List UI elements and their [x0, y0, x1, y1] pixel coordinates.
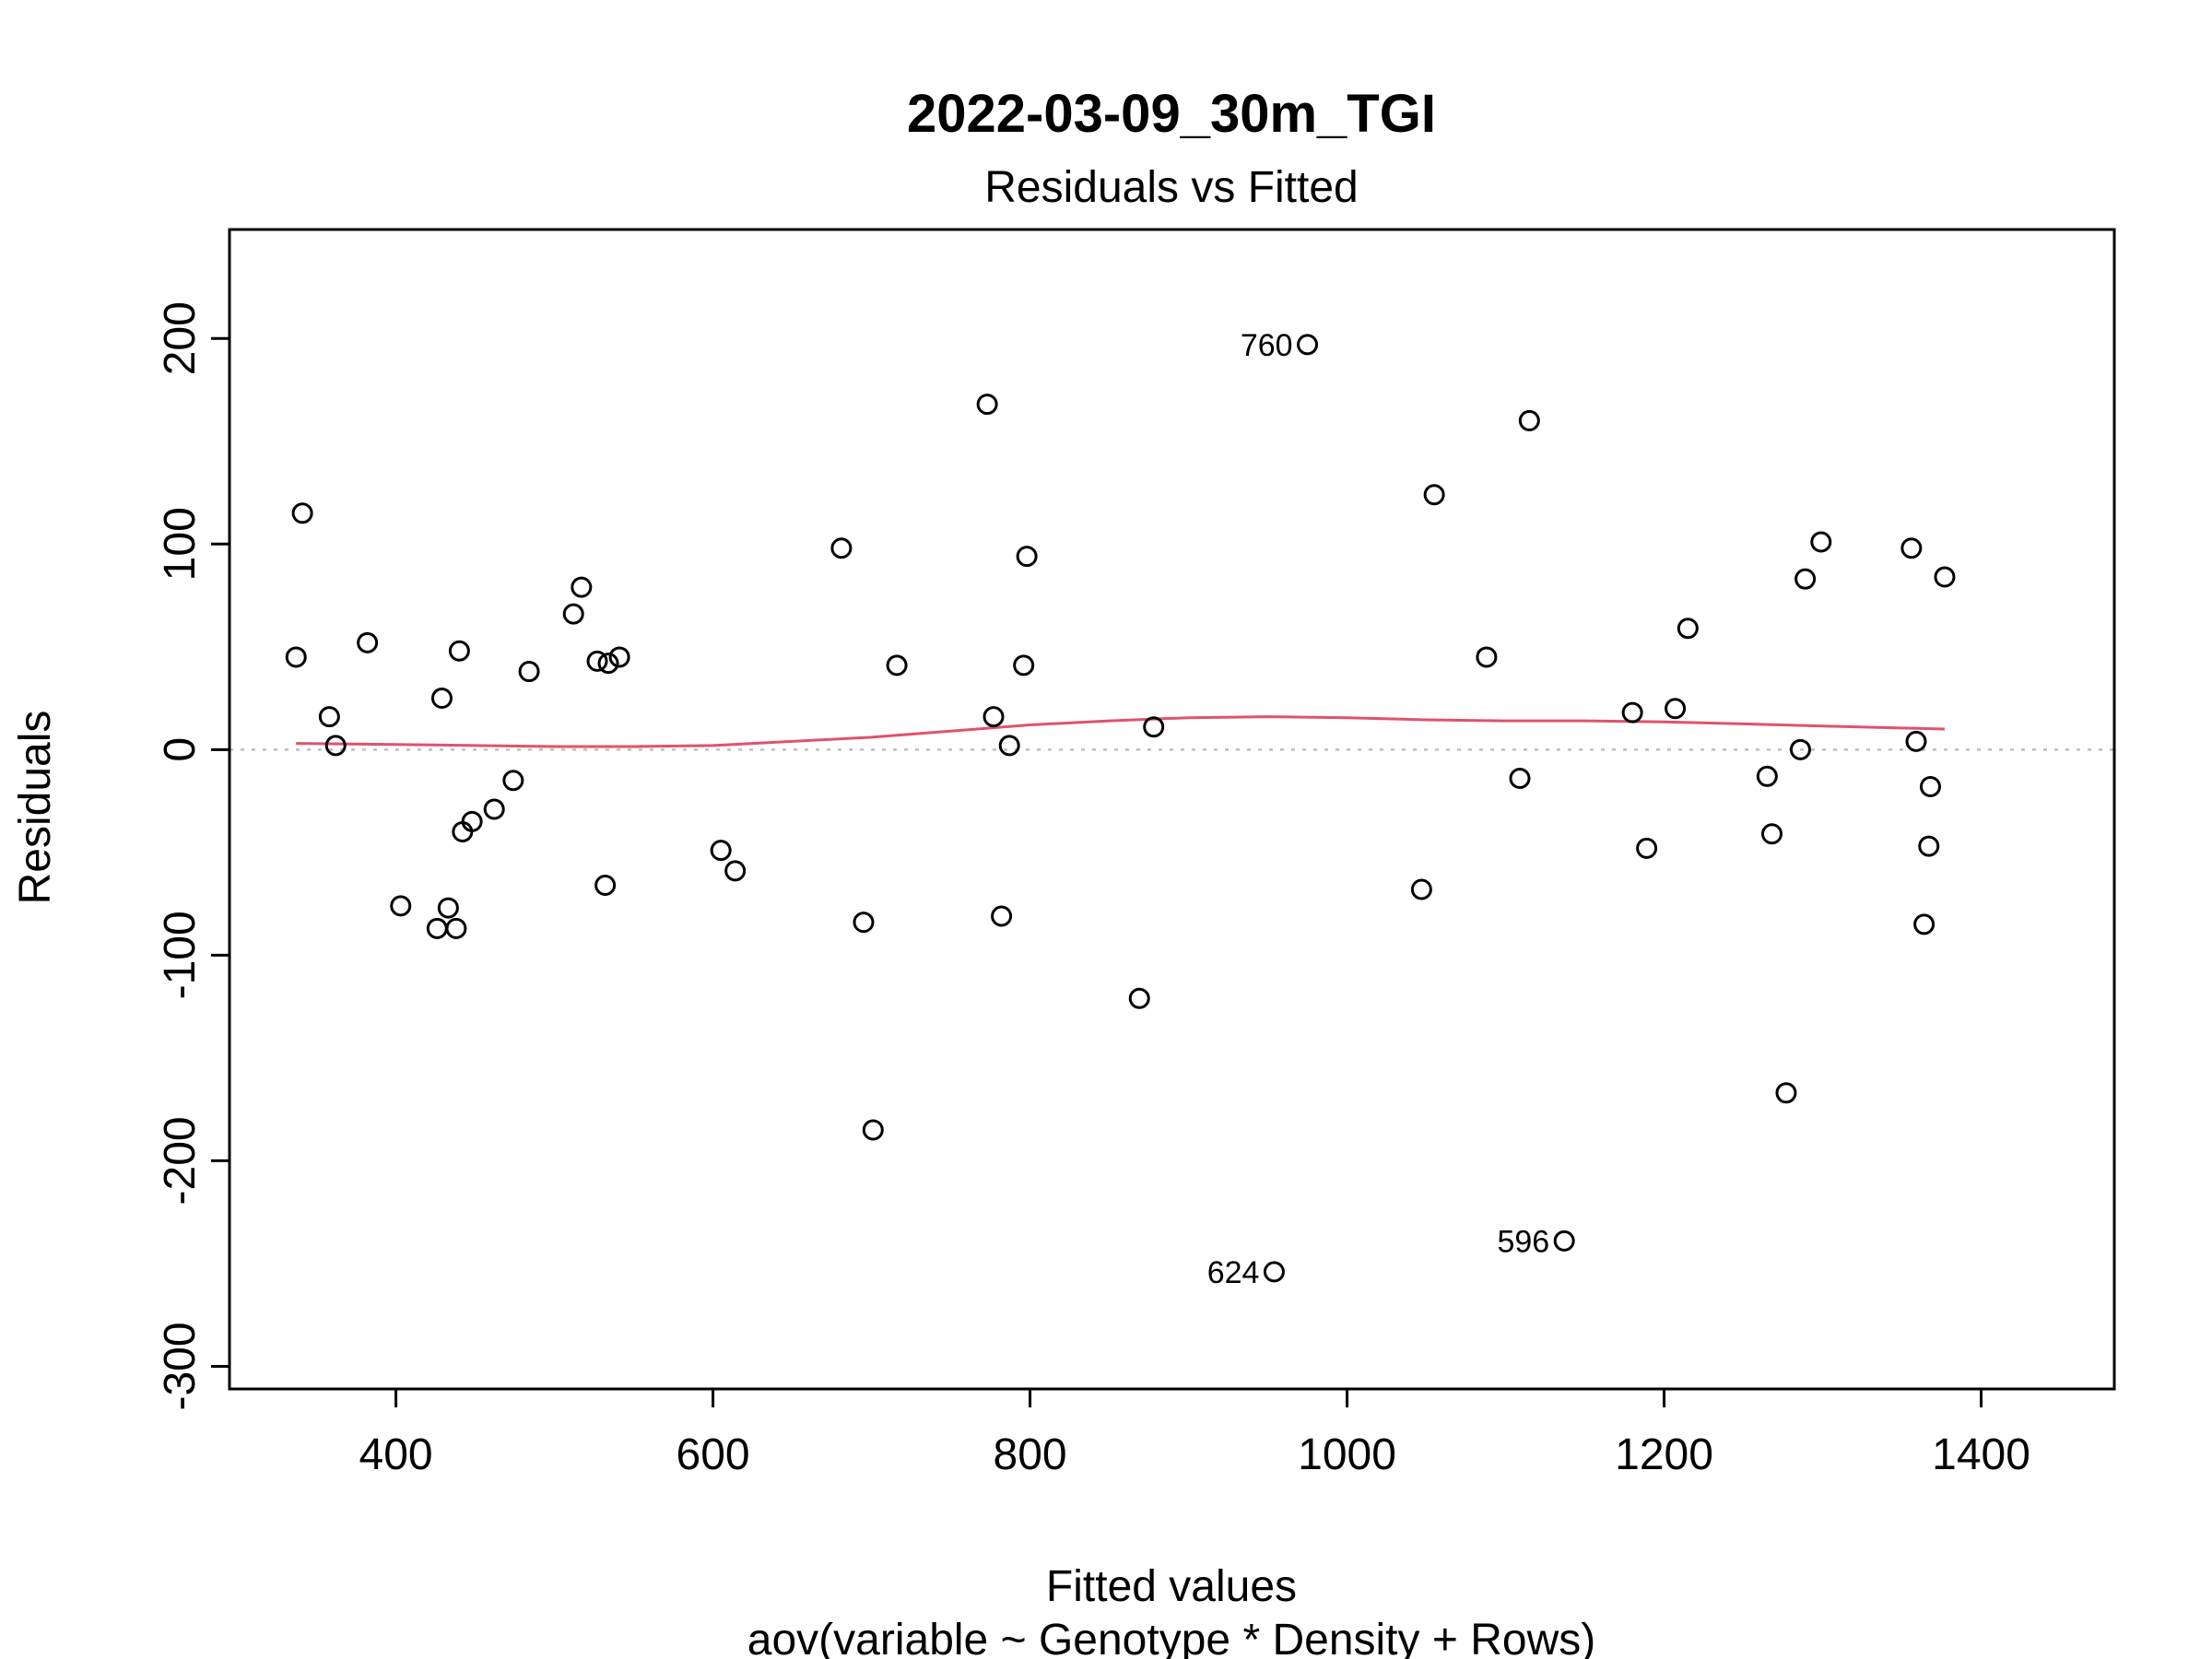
data-point [1913, 913, 1936, 935]
data-point [437, 897, 459, 919]
data-point [357, 631, 379, 653]
y-tick-label: -300 [156, 1322, 205, 1410]
x-tick-label: 400 [359, 1430, 433, 1479]
data-point [1016, 546, 1038, 568]
x-axis-label: Fitted values [1046, 1562, 1297, 1611]
axes-layer: 400 600 800 1000 1200 1400 -300 -200 -100 0 100 200 [156, 301, 2030, 1479]
data-point [608, 646, 630, 668]
data-point [1760, 823, 1783, 845]
data-point [1509, 768, 1531, 790]
data-point [991, 905, 1013, 927]
data-point [1143, 716, 1165, 738]
chart-subtitle: Residuals vs Fitted [984, 163, 1359, 212]
y-axis-label: Residuals [11, 711, 60, 905]
points-layer [285, 334, 1956, 1283]
data-point [1476, 646, 1498, 668]
point-labels-layer: 760 624 596 [1207, 328, 1549, 1290]
y-tick-label: -200 [156, 1116, 205, 1205]
data-point [1621, 701, 1643, 724]
data-point [586, 650, 608, 672]
data-point [1128, 987, 1150, 1009]
y-tick-label: -100 [156, 911, 205, 999]
data-point [1518, 409, 1540, 431]
point-label: 624 [1207, 1255, 1260, 1290]
data-point [390, 895, 412, 917]
data-point [461, 810, 483, 832]
data-point [1297, 334, 1319, 356]
data-point [430, 688, 453, 710]
data-point [1918, 835, 1940, 857]
data-point [1677, 618, 1699, 640]
x-tick-label: 800 [994, 1430, 1067, 1479]
data-point [1789, 738, 1811, 760]
data-point [318, 706, 340, 728]
x-tick-label: 600 [677, 1430, 750, 1479]
y-tick-label: 100 [156, 507, 205, 581]
x-axis-sublabel: aov(variable ~ Genotype * Density + Rows… [747, 1616, 1595, 1659]
data-point [724, 860, 747, 882]
data-point [1665, 698, 1687, 720]
data-point [1423, 484, 1445, 506]
point-label: 760 [1241, 328, 1293, 363]
data-point [483, 798, 505, 820]
data-point [285, 646, 307, 668]
data-point [518, 661, 540, 683]
x-tick-label: 1400 [1932, 1430, 2030, 1479]
data-point [1553, 1230, 1575, 1252]
data-point [982, 706, 1005, 728]
point-label: 596 [1497, 1224, 1549, 1259]
data-point [445, 917, 467, 939]
x-tick-label: 1200 [1615, 1430, 1713, 1479]
data-point [886, 654, 908, 677]
data-point [1636, 837, 1658, 859]
chart-title: 2022-03-09_30m_TGI [907, 84, 1436, 144]
data-point [998, 735, 1020, 757]
smooth-line-layer [296, 715, 1946, 748]
data-point [571, 576, 593, 598]
data-point [594, 875, 617, 897]
y-tick-label: 0 [156, 737, 205, 762]
data-point [426, 917, 448, 939]
data-point [862, 1119, 884, 1141]
data-point [710, 840, 732, 862]
data-point [1775, 1082, 1797, 1104]
data-point [853, 912, 875, 934]
data-point [562, 603, 584, 625]
data-point [1756, 765, 1778, 787]
data-point [1934, 566, 1956, 588]
data-point [448, 640, 470, 662]
data-point [1013, 654, 1035, 677]
data-point [976, 394, 998, 416]
data-point [1810, 531, 1832, 553]
data-point [324, 735, 347, 757]
data-point [830, 537, 853, 559]
y-tick-label: 200 [156, 301, 205, 375]
data-point [1410, 878, 1432, 900]
data-point [597, 653, 619, 675]
data-point [502, 770, 524, 792]
smooth-trend-line [296, 715, 1946, 748]
data-point [1263, 1261, 1285, 1283]
data-point [1794, 568, 1817, 590]
data-point [291, 502, 313, 524]
data-point [1905, 730, 1927, 752]
data-point [1900, 537, 1923, 559]
x-tick-label: 1000 [1298, 1430, 1396, 1479]
plot-frame [228, 228, 2116, 1391]
data-point [1919, 775, 1941, 797]
